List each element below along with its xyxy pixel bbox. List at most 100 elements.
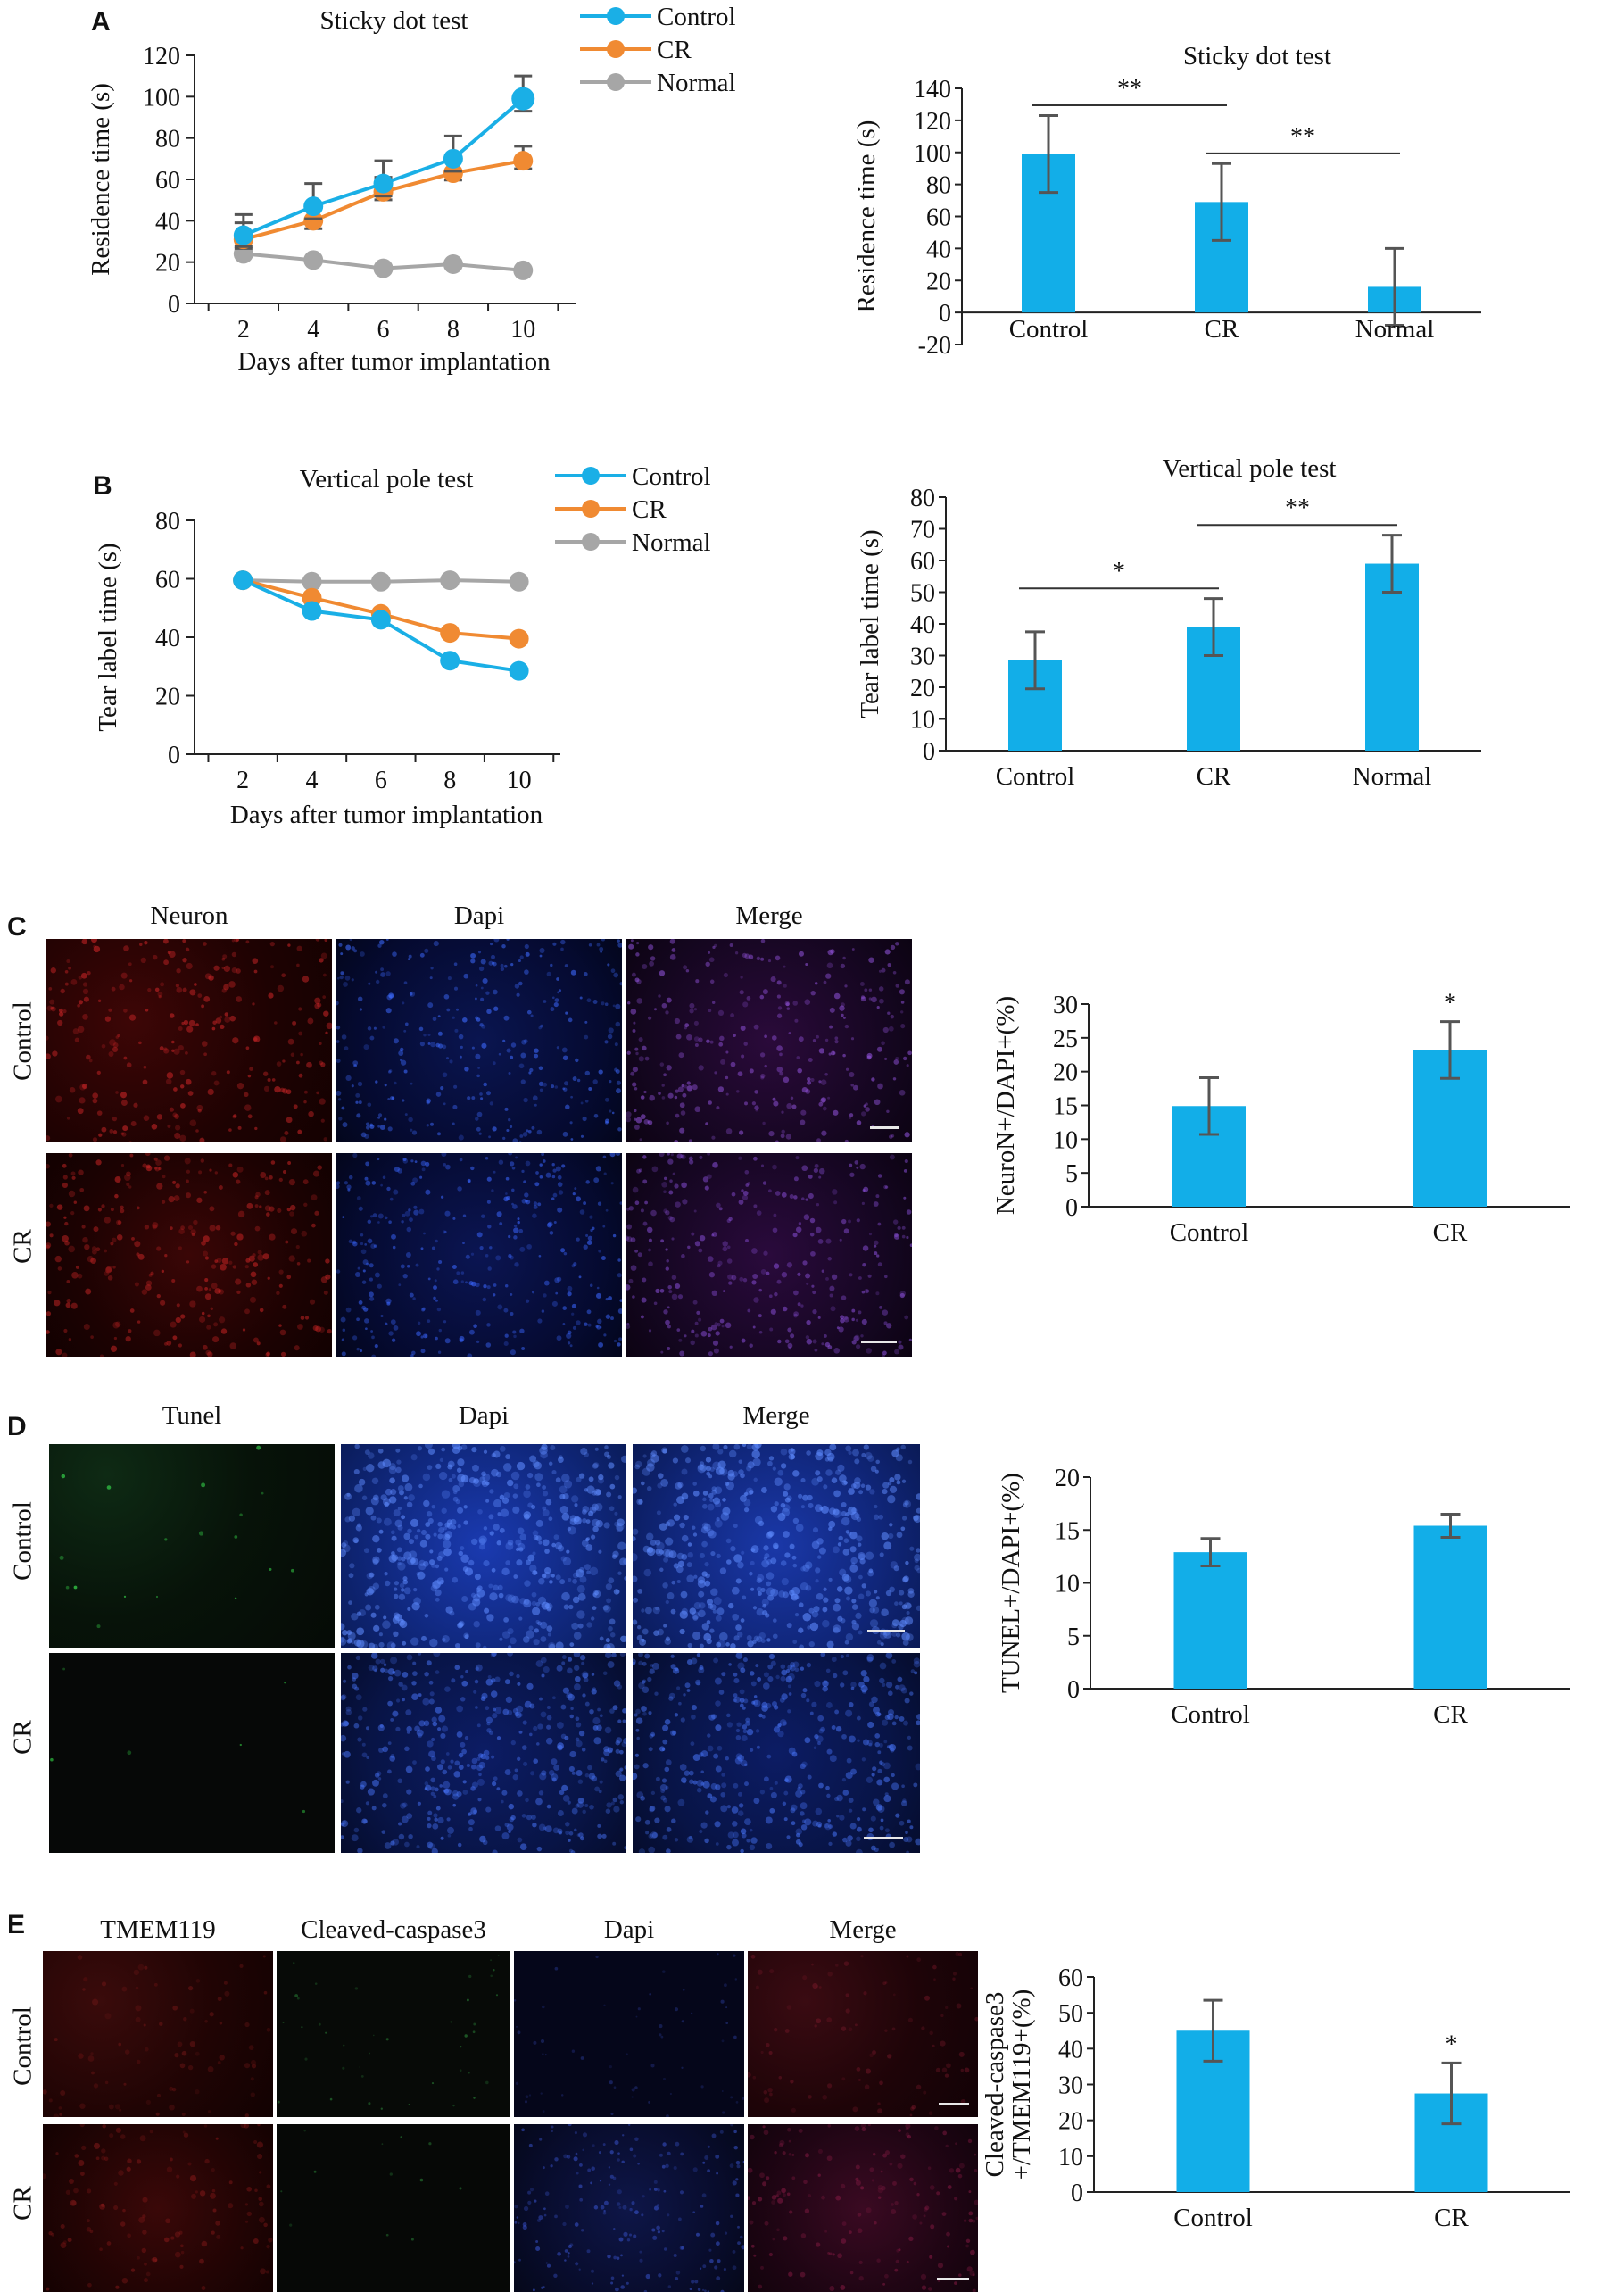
a-line-y-tick-label: 40: [155, 208, 180, 236]
b-bar-y-tick-label: 40: [910, 611, 935, 639]
e-bar-y-axis-label: Cleaved-caspase3: [981, 1992, 1009, 2178]
panel-letter-d: D: [7, 1412, 27, 1441]
b-line-x-tick-label: 2: [236, 767, 249, 794]
scale-bar: [937, 2278, 969, 2280]
a-line-y-axis-label: Residence time (s): [87, 83, 115, 276]
b-bar-title: Vertical pole test: [1163, 454, 1337, 483]
micro-e-caspase-control: [277, 1951, 510, 2117]
b-line-x-tick-label: 8: [443, 767, 456, 794]
a-bar-y-tick-label: 60: [926, 204, 951, 232]
a-line-point-cr: [303, 211, 324, 231]
a-line-x-tick-label: 4: [307, 316, 319, 344]
a-line-x-tick-label: 2: [237, 316, 250, 344]
e-bar-y-tick-label: 10: [1058, 2144, 1083, 2172]
e-bar-y-tick-label: 60: [1058, 1964, 1083, 1992]
c-bar-y-tick-label: 10: [1053, 1126, 1078, 1154]
b-bar-y-tick-label: 80: [910, 485, 935, 512]
micro-e-tmem119-control: [43, 1951, 273, 2117]
col-label-tunel: Tunel: [162, 1401, 222, 1430]
a-line-point-control: [303, 196, 324, 217]
b-line-title: Vertical pole test: [300, 465, 474, 494]
d-bar-y-tick-label: 0: [1067, 1676, 1080, 1704]
a-line-point-cr: [443, 163, 463, 184]
a-bar-y-tick-label: -20: [918, 332, 951, 360]
a-line-y-tick-label: 20: [155, 250, 180, 278]
a-line-y-tick-label: 60: [155, 167, 180, 195]
micro-e-dapi-cr: [514, 2124, 744, 2292]
d-bar-y-tick-label: 10: [1055, 1571, 1080, 1599]
panel-letter-b: B: [93, 471, 112, 501]
col-label-neuron: Neuron: [150, 901, 228, 930]
c-bar-x-tick-label: CR: [1433, 1218, 1468, 1247]
a-bar-x-tick-label: CR: [1205, 315, 1239, 344]
scale-bar: [861, 1341, 897, 1343]
b-line-y-tick-label: 20: [155, 684, 180, 711]
a-line-legend-label-normal: Normal: [657, 69, 736, 97]
e-bar-significance-label: *: [1446, 2030, 1458, 2058]
panel-letter-e: E: [7, 1910, 26, 1939]
d-bar-y-tick-label: 20: [1055, 1465, 1080, 1492]
a-bar-y-axis-label: Residence time (s): [852, 120, 881, 313]
d-bar-y-tick-label: 5: [1067, 1624, 1080, 1651]
a-line-x-axis-label: Days after tumor implantation: [237, 347, 551, 376]
a-line-legend-label-control: Control: [657, 3, 736, 31]
a-line-x-tick-label: 6: [377, 316, 390, 344]
b-line-point-control: [440, 651, 460, 671]
col-label-merge: Merge: [829, 1915, 897, 1944]
micro-d-merge-control: [633, 1444, 920, 1648]
b-bar-y-tick-label: 0: [923, 738, 935, 766]
a-line-point-control: [443, 148, 463, 169]
micro-e-dapi-control: [514, 1951, 744, 2117]
d-bar-y-axis-label: TUNEL+/DAPI+(%): [997, 1473, 1025, 1693]
micro-e-merge-cr: [748, 2124, 978, 2292]
panel-letter-c: C: [7, 912, 27, 942]
e-bar-y-tick-label: 30: [1058, 2072, 1083, 2100]
b-line-legend-marker-normal: [582, 533, 600, 551]
b-line-x-tick-label: 4: [306, 767, 319, 794]
d-bar-x-tick-label: CR: [1433, 1700, 1468, 1729]
a-line-y-tick-label: 100: [143, 84, 180, 112]
b-line-y-tick-label: 60: [155, 567, 180, 594]
micro-d-merge-cr: [633, 1653, 920, 1853]
e-bar-y-tick-label: 50: [1058, 2000, 1083, 2028]
a-line-point-control: [373, 173, 394, 194]
b-bar-x-tick-label: Control: [996, 762, 1075, 791]
a-line-point-normal: [303, 250, 324, 270]
b-line-x-tick-label: 6: [375, 767, 387, 794]
a-bar-y-tick-label: 0: [939, 300, 951, 328]
col-label-dapi: Dapi: [458, 1401, 510, 1430]
d-bar-bar-control: [1173, 1552, 1247, 1689]
col-label-dapi: Dapi: [603, 1915, 655, 1944]
col-label-dapi: Dapi: [453, 901, 505, 930]
b-line-point-control: [370, 610, 391, 630]
e-bar-y-tick-label: 40: [1058, 2036, 1083, 2064]
a-bar-y-tick-label: 100: [914, 140, 951, 168]
a-line-point-control: [233, 225, 253, 245]
a-bar-y-tick-label: 140: [914, 76, 951, 104]
a-line-legend-marker-cr: [607, 40, 625, 58]
col-label-cleaved-caspase3: Cleaved-caspase3: [301, 1915, 486, 1944]
a-bar-significance-label: **: [1117, 75, 1142, 103]
a-bar-x-tick-label: Normal: [1355, 315, 1435, 344]
b-line-x-axis-label: Days after tumor implantation: [230, 801, 543, 829]
a-line-title: Sticky dot test: [320, 6, 468, 35]
micro-e-caspase-cr: [277, 2124, 510, 2292]
b-line-point-normal: [370, 571, 391, 592]
micro-c-dapi-cr: [336, 1153, 622, 1357]
e-bar-y-tick-label: 0: [1071, 2180, 1083, 2207]
a-bar-title: Sticky dot test: [1183, 42, 1331, 71]
b-line-legend-marker-control: [582, 467, 600, 485]
scale-bar: [867, 1630, 905, 1632]
micro-d-dapi-control: [341, 1444, 626, 1648]
micro-c-neuron-cr: [46, 1153, 332, 1357]
b-bar-y-tick-label: 60: [910, 548, 935, 576]
b-line-point-cr: [509, 628, 529, 649]
a-bar-significance-label: **: [1290, 123, 1315, 151]
b-line-point-control: [509, 660, 529, 681]
scale-bar: [870, 1126, 899, 1129]
b-line-point-control: [233, 570, 253, 591]
a-line-y-tick-label: 120: [143, 43, 180, 71]
b-line-point-normal: [440, 570, 460, 591]
b-bar-y-tick-label: 10: [910, 707, 935, 735]
